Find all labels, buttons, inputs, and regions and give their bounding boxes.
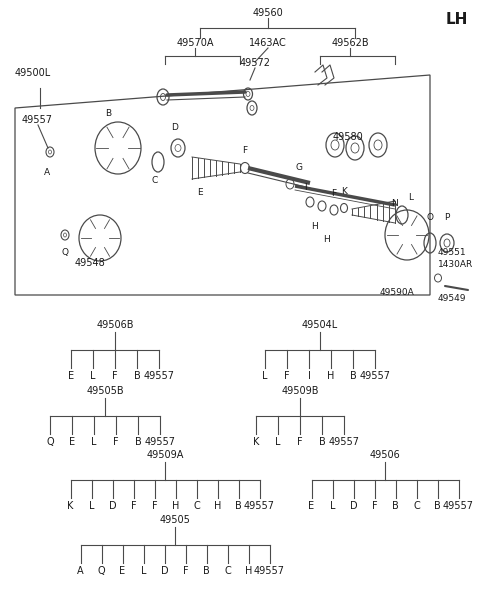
Text: 49509A: 49509A [146, 450, 184, 460]
Text: 49557: 49557 [144, 437, 176, 447]
Text: H: H [324, 235, 330, 244]
Text: 1430AR: 1430AR [438, 260, 473, 269]
Text: 49506: 49506 [370, 450, 400, 460]
Text: 49580: 49580 [333, 132, 363, 142]
Text: 1463AC: 1463AC [249, 38, 287, 48]
Text: F: F [183, 566, 188, 576]
Text: B: B [392, 501, 399, 511]
Text: B: B [349, 371, 356, 381]
Text: B: B [203, 566, 210, 576]
Text: L: L [91, 437, 97, 447]
Text: O: O [427, 213, 433, 222]
Text: 49557: 49557 [328, 437, 360, 447]
Text: L: L [90, 371, 96, 381]
Text: B: B [319, 437, 325, 447]
Text: 49557: 49557 [360, 371, 391, 381]
Text: 49551: 49551 [438, 248, 467, 257]
Text: D: D [171, 123, 179, 132]
Text: K: K [67, 501, 74, 511]
Text: D: D [350, 501, 357, 511]
Text: H: H [327, 371, 335, 381]
Text: 49505B: 49505B [86, 386, 124, 396]
Text: L: L [408, 193, 413, 202]
Text: I: I [308, 371, 311, 381]
Text: B: B [133, 371, 140, 381]
Text: H: H [312, 222, 318, 231]
Text: B: B [235, 501, 242, 511]
Text: D: D [161, 566, 168, 576]
Text: F: F [152, 501, 157, 511]
Text: L: L [275, 437, 281, 447]
Text: 49549: 49549 [438, 294, 467, 303]
Text: I: I [304, 183, 306, 192]
Text: 49505: 49505 [159, 515, 191, 525]
Text: H: H [214, 501, 221, 511]
Text: E: E [120, 566, 126, 576]
Text: H: H [245, 566, 252, 576]
Text: F: F [297, 437, 303, 447]
Text: 49562B: 49562B [331, 38, 369, 48]
Text: 49557: 49557 [22, 115, 53, 125]
Text: K: K [341, 187, 347, 196]
Text: 49590A: 49590A [380, 288, 415, 297]
Text: B: B [134, 437, 142, 447]
Text: B: B [434, 501, 441, 511]
Text: F: F [284, 371, 290, 381]
Text: Q: Q [61, 248, 69, 257]
Text: F: F [331, 189, 336, 198]
Text: Q: Q [46, 437, 54, 447]
Text: A: A [77, 566, 84, 576]
Text: Q: Q [98, 566, 105, 576]
Text: N: N [392, 199, 398, 208]
Text: 49570A: 49570A [176, 38, 214, 48]
Text: A: A [44, 168, 50, 177]
Text: F: F [372, 501, 377, 511]
Text: F: F [242, 146, 248, 155]
Text: F: F [112, 371, 118, 381]
Text: 49557: 49557 [443, 501, 474, 511]
Text: E: E [69, 437, 75, 447]
Text: 49557: 49557 [254, 566, 285, 576]
Text: 49557: 49557 [244, 501, 275, 511]
Text: L: L [330, 501, 335, 511]
Text: 49504L: 49504L [302, 320, 338, 330]
Text: C: C [224, 566, 231, 576]
Text: C: C [193, 501, 200, 511]
Text: P: P [444, 213, 450, 222]
Text: L: L [262, 371, 268, 381]
Text: C: C [152, 176, 158, 185]
Text: 49560: 49560 [252, 8, 283, 18]
Text: B: B [105, 109, 111, 118]
Text: C: C [413, 501, 420, 511]
Text: LH: LH [445, 12, 468, 27]
Text: 49572: 49572 [240, 58, 271, 68]
Text: F: F [131, 501, 136, 511]
Text: L: L [141, 566, 146, 576]
Text: E: E [197, 188, 203, 197]
Text: K: K [253, 437, 259, 447]
Text: E: E [309, 501, 314, 511]
Text: 49506B: 49506B [96, 320, 134, 330]
Text: E: E [68, 371, 74, 381]
Text: 49500L: 49500L [15, 68, 51, 78]
Text: 49557: 49557 [144, 371, 175, 381]
Text: 49548: 49548 [75, 258, 106, 268]
Text: 49509B: 49509B [281, 386, 319, 396]
Text: L: L [89, 501, 94, 511]
Text: D: D [108, 501, 116, 511]
Text: G: G [295, 163, 302, 172]
Text: F: F [113, 437, 119, 447]
Text: H: H [172, 501, 179, 511]
